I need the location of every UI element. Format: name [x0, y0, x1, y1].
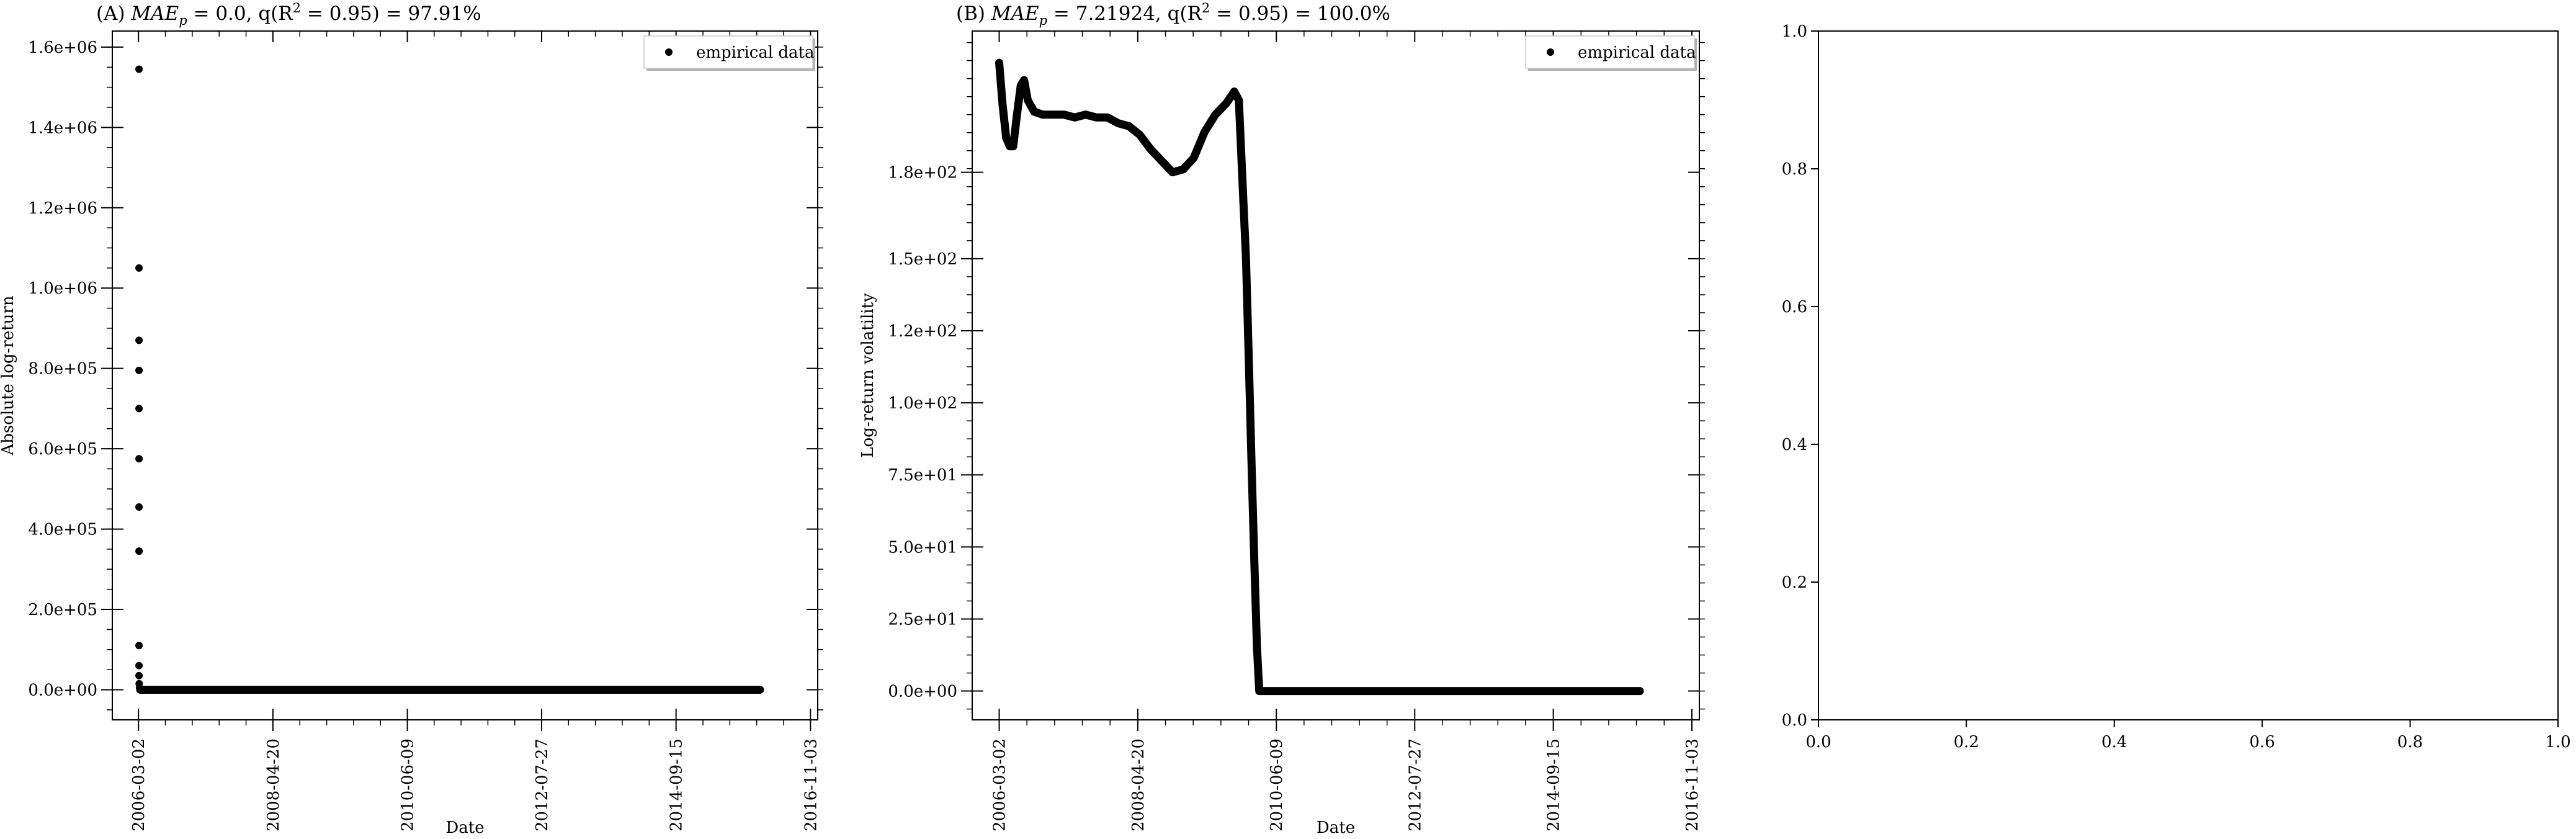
- chart-title: (B) MAEp = 7.21924, q(R2 = 0.95) = 100.0…: [956, 1, 1390, 28]
- panel-c: 0.0 0.2 0.4 0.6 0.8 1.0 0.0 0.2 0.4 0.6 0.8 1.0: [1782, 22, 2571, 752]
- y-tick-label: 0.0e+00: [888, 683, 957, 701]
- x-tick-label: 0.6: [2250, 733, 2275, 752]
- data-point: [135, 336, 143, 344]
- x-tick-label: 2006-03-02: [130, 738, 148, 832]
- y-tick-label: 0.4: [1782, 436, 1807, 454]
- data-series-curve: [995, 58, 1644, 696]
- title-subscript: p: [179, 13, 187, 28]
- data-point: [135, 264, 143, 272]
- y-tick-label: 1.2e+06: [28, 199, 97, 218]
- x-tick-label: 0.8: [2397, 733, 2423, 752]
- y-tick-label: 1.0e+02: [888, 394, 957, 413]
- x-tick-label: 2006-03-02: [991, 738, 1009, 832]
- y-tick-label: 1.4e+06: [28, 119, 97, 137]
- title-metric: MAE: [130, 2, 179, 25]
- y-tick-label: 1.8e+02: [888, 164, 957, 182]
- y-tick-label: 2.0e+05: [28, 601, 97, 619]
- legend-label: empirical data: [1578, 43, 1696, 62]
- title-subscript: p: [1039, 13, 1047, 28]
- x-tick-label: 2014-09-15: [668, 738, 686, 832]
- chart-title: (A) MAEp = 0.0, q(R2 = 0.95) = 97.91%: [96, 1, 481, 28]
- y-tick-label: 2.5e+01: [888, 610, 957, 629]
- x-tick-label: 2012-07-27: [533, 738, 552, 832]
- x-tick-label: 2010-06-09: [399, 738, 418, 832]
- y-tick-label: 4.0e+05: [28, 521, 97, 539]
- data-point: [135, 662, 143, 670]
- data-point: [135, 366, 143, 374]
- title-mid: = 7.21924, q(R: [1047, 2, 1203, 25]
- data-point: [135, 547, 143, 555]
- legend-marker: [665, 48, 673, 56]
- y-tick-label: 5.0e+01: [888, 538, 957, 557]
- data-point: [135, 455, 143, 463]
- title-metric: MAE: [991, 2, 1039, 25]
- title-prefix: (A): [96, 2, 131, 25]
- y-tick-label: 1.0: [1782, 22, 1807, 41]
- x-axis-label: Date: [1317, 819, 1355, 837]
- data-point: [135, 642, 143, 650]
- legend-marker: [1547, 48, 1554, 56]
- y-tick-label: 0.8: [1782, 160, 1807, 179]
- x-tick-label: 2008-04-20: [264, 738, 283, 832]
- y-tick-label: 1.6e+06: [28, 38, 97, 57]
- y-tick-label: 1.5e+02: [888, 250, 957, 269]
- x-tick-label: 2014-09-15: [1545, 738, 1563, 832]
- y-tick-label: 6.0e+05: [28, 440, 97, 459]
- plot-frame: [1818, 30, 2559, 720]
- data-point: [135, 503, 143, 511]
- y-axis-label: Absolute log-return: [0, 295, 17, 455]
- title-prefix: (B): [956, 2, 991, 25]
- legend-label: empirical data: [696, 43, 814, 62]
- y-tick-label: 8.0e+05: [28, 360, 97, 379]
- y-tick-label: 0.2: [1782, 573, 1807, 592]
- x-tick-label: 2010-06-09: [1268, 738, 1286, 832]
- x-tick-label: 2008-04-20: [1129, 738, 1148, 832]
- title-mid: = 0.0, q(R: [187, 2, 294, 25]
- panel-a: (A) MAEp = 0.0, q(R2 = 0.95) = 97.91% 200…: [0, 1, 823, 837]
- plot-frame: [112, 30, 818, 720]
- y-tick-label: 7.5e+01: [888, 466, 957, 485]
- x-axis-label: Date: [445, 819, 484, 837]
- data-point: [135, 405, 143, 413]
- x-tick-label: 0.0: [1805, 733, 1831, 752]
- title-superscript: 2: [1202, 1, 1210, 16]
- y-tick-label: 0.0: [1782, 711, 1807, 730]
- title-superscript: 2: [293, 1, 301, 16]
- y-axis-label: Log-return volatility: [859, 293, 877, 458]
- x-tick-label: 0.2: [1954, 733, 1979, 752]
- y-tick-label: 1.0e+06: [28, 279, 97, 298]
- x-tick-label: 2016-11-03: [1683, 738, 1702, 832]
- y-tick-label: 1.2e+02: [888, 322, 957, 341]
- title-suffix: = 0.95) = 100.0%: [1210, 2, 1390, 25]
- y-tick-label: 0.0e+00: [28, 681, 97, 699]
- plot-frame: [972, 30, 1700, 720]
- x-tick-label: 2012-07-27: [1406, 738, 1424, 832]
- y-tick-label: 0.6: [1782, 298, 1807, 316]
- panel-b: (B) MAEp = 7.21924, q(R2 = 0.95) = 100.0…: [859, 1, 1705, 837]
- x-tick-label: 0.4: [2101, 733, 2127, 752]
- data-point: [135, 65, 143, 73]
- x-tick-label: 2016-11-03: [802, 738, 820, 832]
- x-tick-label: 1.0: [2545, 733, 2570, 752]
- data-point: [135, 671, 143, 680]
- title-suffix: = 0.95) = 97.91%: [301, 2, 481, 25]
